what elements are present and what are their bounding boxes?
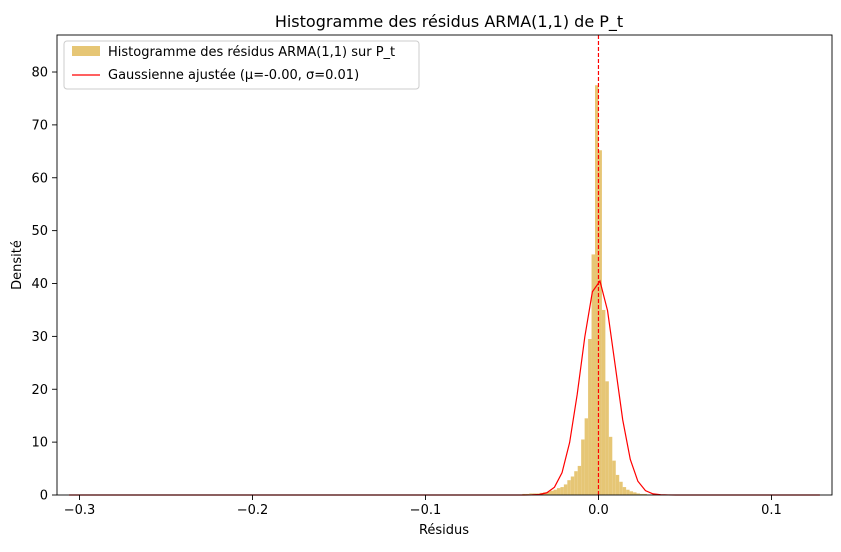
- histogram-bar: [619, 481, 623, 495]
- histogram-bar: [615, 474, 620, 495]
- chart-title: Histogramme des résidus ARMA(1,1) de P_t: [275, 12, 623, 32]
- histogram-bar: [598, 150, 602, 495]
- y-tick-label: 40: [31, 277, 48, 292]
- histogram-bar: [553, 489, 557, 495]
- histogram-bar: [577, 465, 582, 495]
- histogram-bar: [591, 254, 596, 495]
- x-tick-label: 0.0: [588, 503, 609, 518]
- legend-label-histogram: Histogramme des résidus ARMA(1,1) sur P_…: [108, 45, 395, 60]
- x-tick-label: 0.1: [761, 503, 782, 518]
- y-tick-label: 50: [31, 224, 48, 239]
- y-tick-label: 20: [31, 383, 48, 398]
- y-tick-label: 30: [31, 330, 48, 345]
- histogram-bar: [639, 493, 644, 495]
- histogram-bar: [643, 493, 647, 495]
- legend-label-gaussian: Gaussienne ajustée (μ=-0.00, σ=0.01): [108, 68, 359, 83]
- plot-frame: [56, 34, 833, 496]
- histogram-bar: [560, 487, 564, 495]
- x-tick-label: −0.2: [237, 503, 269, 518]
- y-axis-ticks: 0 10 20 30 40 50 60 70 80: [31, 66, 57, 504]
- legend-box: [63, 40, 420, 90]
- histogram-bar: [636, 493, 640, 495]
- y-tick-label: 70: [31, 118, 48, 133]
- y-tick-label: 10: [31, 436, 48, 451]
- histogram-bar: [629, 491, 634, 495]
- histogram-bar: [581, 439, 585, 495]
- histogram-bar: [633, 492, 637, 495]
- histogram-bar: [574, 471, 578, 495]
- histogram-bar: [608, 436, 613, 495]
- y-axis-label: Densité: [10, 240, 25, 290]
- histogram-bar: [584, 418, 589, 495]
- x-axis-label: Résidus: [419, 523, 469, 538]
- y-tick-label: 80: [31, 66, 48, 81]
- legend-swatch-histogram: [72, 46, 100, 56]
- histogram-bar: [612, 460, 616, 495]
- histogram-bar: [605, 381, 609, 495]
- histogram-bar: [570, 476, 575, 495]
- histogram-bar: [529, 493, 533, 495]
- histogram-bar: [567, 480, 571, 495]
- histogram-bar: [595, 85, 599, 495]
- legend: Histogramme des résidus ARMA(1,1) sur P_…: [63, 40, 420, 90]
- histogram-bar: [601, 309, 606, 495]
- x-tick-label: −0.3: [64, 503, 96, 518]
- histogram-bar: [588, 339, 592, 495]
- y-tick-label: 60: [31, 171, 48, 186]
- histogram-bar: [556, 488, 561, 495]
- histogram-bar: [563, 484, 568, 495]
- y-tick-label: 0: [40, 489, 48, 504]
- histogram-bar: [546, 491, 551, 495]
- histogram-bar: [626, 489, 630, 495]
- x-axis-ticks: −0.3 −0.2 −0.1 0.0 0.1: [64, 495, 782, 518]
- histogram-bar: [622, 487, 627, 495]
- x-tick-label: −0.1: [410, 503, 442, 518]
- histogram-bar: [550, 490, 554, 495]
